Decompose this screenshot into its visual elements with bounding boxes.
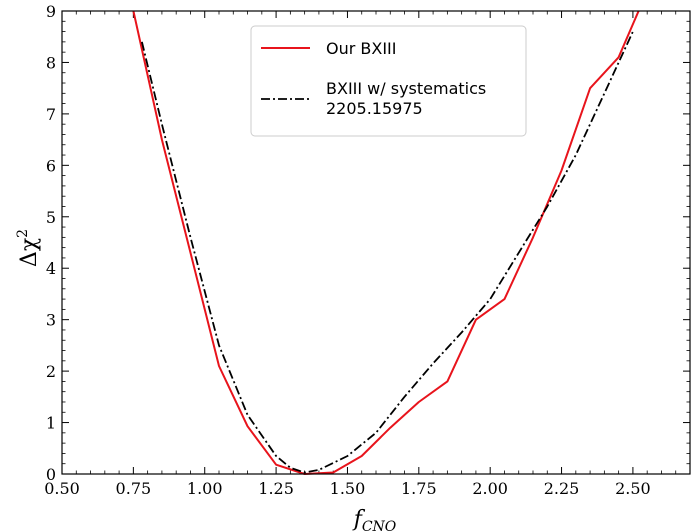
- x-tick-label: 1.75: [401, 479, 437, 498]
- x-axis-label: fCNO: [352, 507, 397, 532]
- y-tick-label: 2: [46, 362, 56, 381]
- series-layer: [132, 10, 640, 475]
- y-tick-label: 5: [46, 208, 56, 227]
- x-tick-label: 2.00: [472, 479, 508, 498]
- x-tick-label: 1.25: [258, 479, 294, 498]
- y-tick-label: 1: [46, 414, 56, 433]
- plot-frame: [61, 10, 691, 475]
- x-tick-label: 1.00: [187, 479, 223, 498]
- x-tick-label: 2.50: [615, 479, 651, 498]
- y-tick-label: 8: [46, 53, 56, 72]
- x-tick-label: 1.50: [330, 479, 366, 498]
- series-line-bxiii-systematics: [141, 31, 634, 474]
- y-tick-label: 4: [46, 259, 56, 278]
- legend-label-our-bxiii: Our BXIII: [326, 39, 397, 58]
- legend-box: [250, 25, 527, 137]
- y-tick-label: 3: [46, 311, 56, 330]
- y-tick-label: 9: [46, 2, 56, 21]
- x-tick-label: 0.75: [116, 479, 152, 498]
- y-tick-label: 7: [46, 105, 56, 124]
- y-axis-label: Δχ2: [15, 229, 42, 267]
- series-line-our-bxiii: [132, 10, 640, 475]
- x-tick-label: 2.25: [544, 479, 580, 498]
- tick-labels-layer: 0.50 0.75 1.00 1.25 1.50 1.75 2.00 2.25 2.50 0 1 2 3…: [44, 2, 651, 498]
- y-tick-label: 0: [46, 465, 56, 484]
- y-tick-label: 6: [46, 156, 56, 175]
- legend-label-bxiii-systematics: BXIII w/ systematics 2205.15975: [326, 79, 491, 118]
- legend: Our BXIII BXIII w/ systematics 2205.1597…: [250, 25, 527, 137]
- x-tick-label: 0.50: [44, 479, 80, 498]
